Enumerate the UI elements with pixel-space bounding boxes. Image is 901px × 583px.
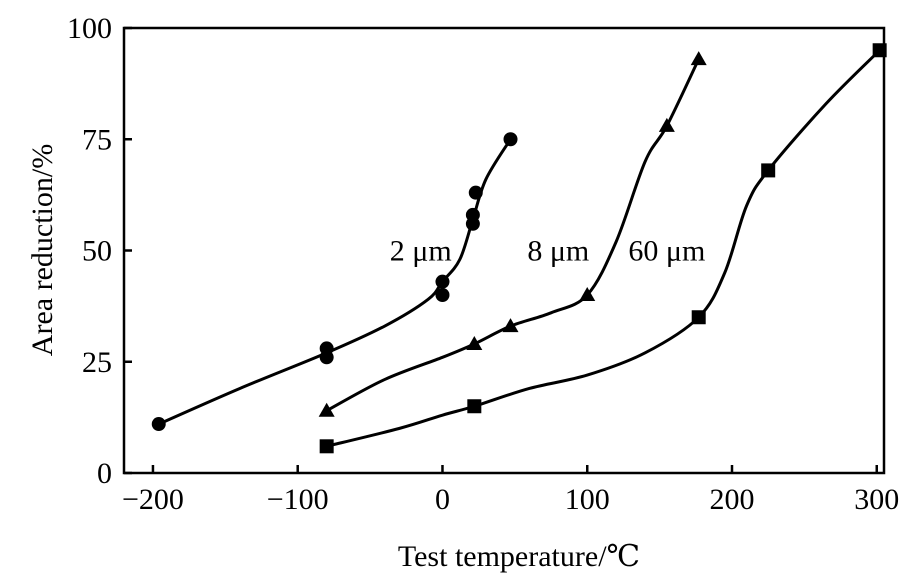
data-point-circle — [503, 132, 518, 147]
data-point-circle — [435, 288, 450, 302]
x-tick-label: 200 — [710, 483, 755, 516]
ticks: −200 −100 0 100 200 300 0 25 50 75 100 — [67, 12, 899, 516]
data-point-square — [872, 43, 887, 58]
data-point-square — [691, 310, 706, 325]
x-tick-label: 300 — [854, 483, 899, 516]
series-curves — [158, 49, 881, 448]
x-tick-label: 100 — [565, 483, 610, 516]
y-tick-label: 25 — [82, 346, 112, 379]
plot-frame — [122, 26, 886, 475]
data-point-triangle — [658, 117, 675, 132]
data-point-square — [319, 439, 334, 454]
y-tick-label: 0 — [97, 457, 112, 490]
axes — [122, 26, 886, 475]
x-tick-label: −100 — [267, 483, 329, 516]
series-label-2: 8 μm — [527, 235, 589, 268]
series-line-2 — [325, 58, 701, 413]
data-point-square — [467, 399, 482, 414]
data-point-triangle — [502, 318, 519, 333]
series-label-1: 2 μm — [390, 235, 452, 268]
series-markers — [151, 43, 887, 454]
data-point-circle — [435, 274, 450, 289]
y-tick-label: 50 — [82, 235, 112, 268]
x-tick-label: 0 — [435, 483, 450, 516]
y-tick-label: 75 — [82, 123, 112, 156]
data-point-circle — [151, 417, 166, 432]
series-line-1 — [158, 138, 512, 426]
data-point-square — [761, 163, 776, 178]
data-point-circle — [319, 341, 334, 356]
series-annotations: 2 μm 8 μm 60 μm — [390, 235, 706, 268]
y-tick-label: 100 — [67, 12, 112, 45]
y-axis-label: Area reduction/% — [26, 144, 59, 356]
data-point-circle — [465, 207, 480, 222]
data-point-triangle — [690, 51, 707, 66]
x-axis-label: Test temperature/℃ — [398, 540, 640, 573]
data-point-triangle — [466, 335, 483, 350]
series-label-3: 60 μm — [628, 235, 705, 268]
x-tick-label: −200 — [122, 483, 184, 516]
data-point-triangle — [579, 287, 596, 301]
data-point-circle — [468, 185, 483, 200]
data-point-triangle — [318, 402, 335, 417]
